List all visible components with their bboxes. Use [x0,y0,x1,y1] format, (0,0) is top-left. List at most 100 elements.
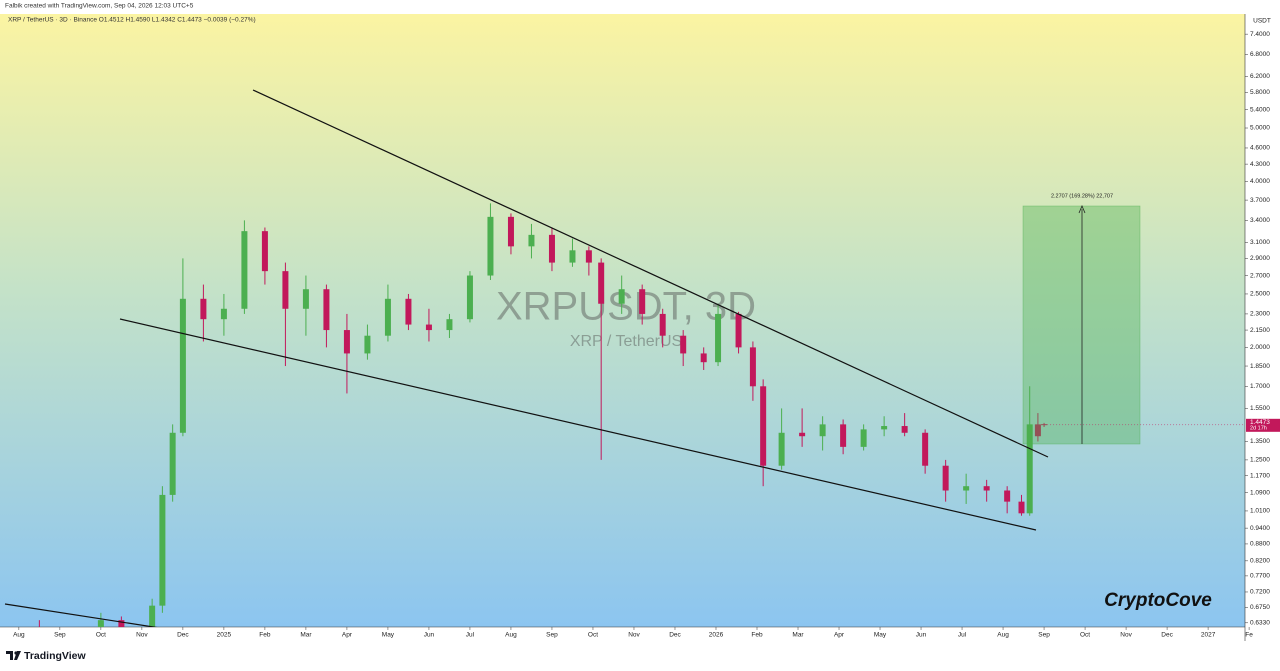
y-tick-label: 3.4000 [1250,217,1270,224]
long-position-box [1022,205,1141,445]
candle-body [983,486,990,491]
y-tick-label: 1.8500 [1250,363,1270,370]
y-tick-label: 0.6330 [1250,620,1270,627]
y-tick-label: 6.2000 [1250,73,1270,80]
price-axis-background [1245,14,1280,641]
candle-body [149,605,156,627]
y-tick-label: 1.2500 [1250,457,1270,464]
last-price-box [1246,418,1280,432]
x-tick-label: Nov [136,632,148,639]
symbol-line: XRP / TetherUS · 3D · Binance O1.4512 H1… [8,17,256,24]
author-line: Falbik created with TradingView.com, Sep… [5,3,194,10]
y-tick-label: 1.0100 [1250,508,1270,515]
x-tick-label: Feb [751,632,763,639]
candle-body [1018,501,1025,514]
candle-body [585,250,592,263]
y-tick-label: 4.6000 [1250,145,1270,152]
candle-body [1004,490,1011,502]
y-tick-label: 5.0000 [1250,125,1270,132]
candle-body [942,465,949,491]
candle-body [220,308,227,320]
candle-body [364,335,371,354]
candle-body [323,289,330,331]
candle-body [735,313,742,348]
x-tick-label: Oct [1080,632,1090,639]
y-tick-label: 3.1000 [1250,239,1270,246]
y-tick-label: 2.7000 [1250,272,1270,279]
x-tick-label: Mar [792,632,804,639]
x-tick-label: Apr [834,632,845,639]
candle-body [466,275,473,320]
y-tick-label: 2.9000 [1250,255,1270,262]
candle-body [749,347,756,387]
candle-body [659,313,666,336]
x-tick-label: Jun [424,632,435,639]
y-tick-label: 2.3000 [1250,311,1270,318]
x-tick-label: Feb [259,632,271,639]
y-tick-label: 4.3000 [1250,161,1270,168]
y-tick-label: 0.8200 [1250,558,1270,565]
candle-body [715,313,722,363]
x-tick-label: Jul [466,632,475,639]
candle-body [97,620,104,627]
y-tick-label: 1.0900 [1250,489,1270,496]
candle-body [487,216,494,276]
candle-body [200,298,207,320]
x-tick-label: Oct [96,632,106,639]
candle-body [778,432,785,466]
tradingview-logo [6,651,21,660]
watermark: XRPUSDT, 3D [496,285,756,329]
candle-body [343,330,350,354]
x-tick-label: Sep [54,632,66,639]
x-tick-label: Sep [1038,632,1050,639]
x-tick-label: Mar [300,632,312,639]
y-tick-label: 2.5000 [1250,291,1270,298]
y-tick-label: 0.6750 [1250,604,1270,611]
watermark-subtitle: XRP / TetherUS [570,333,682,350]
candle-body [302,289,309,309]
candle-body [528,234,535,247]
candle-body [261,231,268,272]
plot-background [0,14,1245,627]
candle-body [118,620,125,627]
candle-body [507,216,514,247]
candle-body [860,429,867,447]
candle-body [446,319,453,331]
y-tick-label: 1.5500 [1250,405,1270,412]
plot-area [38,203,1048,627]
candle-body [548,234,555,263]
y-tick-label: 7.4000 [1250,31,1270,38]
y-tick-label: 0.7700 [1250,573,1270,580]
x-tick-label: Nov [628,632,640,639]
x-tick-label: Aug [505,632,517,639]
y-tick-label: 1.3500 [1250,438,1270,445]
candle-body [384,298,391,336]
candle-body [840,424,847,447]
candle-body [922,432,929,466]
drawings [4,89,1141,627]
candle-body [598,262,605,304]
countdown: 2d 17h [1250,425,1267,431]
candle-body [799,432,806,437]
y-tick-label: 6.8000 [1250,51,1270,58]
x-tick-label: Dec [669,632,681,639]
x-tick-label: Apr [342,632,353,639]
candle-body [282,271,289,309]
candle-body [1026,424,1033,514]
candle-body [241,231,248,309]
candle-body [405,298,412,325]
signature: CryptoCove [1104,590,1212,611]
candle-body [569,250,576,263]
upper-trendline [252,89,1049,458]
measure-arrow-head [1078,204,1086,214]
y-tick-label: 2.1500 [1250,327,1270,334]
axis-unit: USDT [1253,18,1271,25]
candle-body [881,426,888,430]
y-tick-label: 1.1700 [1250,472,1270,479]
candle-body [963,486,970,491]
x-tick-label: Aug [13,632,25,639]
x-tick-label: Jul [958,632,967,639]
x-tick-label: Nov [1120,632,1132,639]
x-tick-label: Jun [916,632,927,639]
y-tick-label: 1.7000 [1250,383,1270,390]
